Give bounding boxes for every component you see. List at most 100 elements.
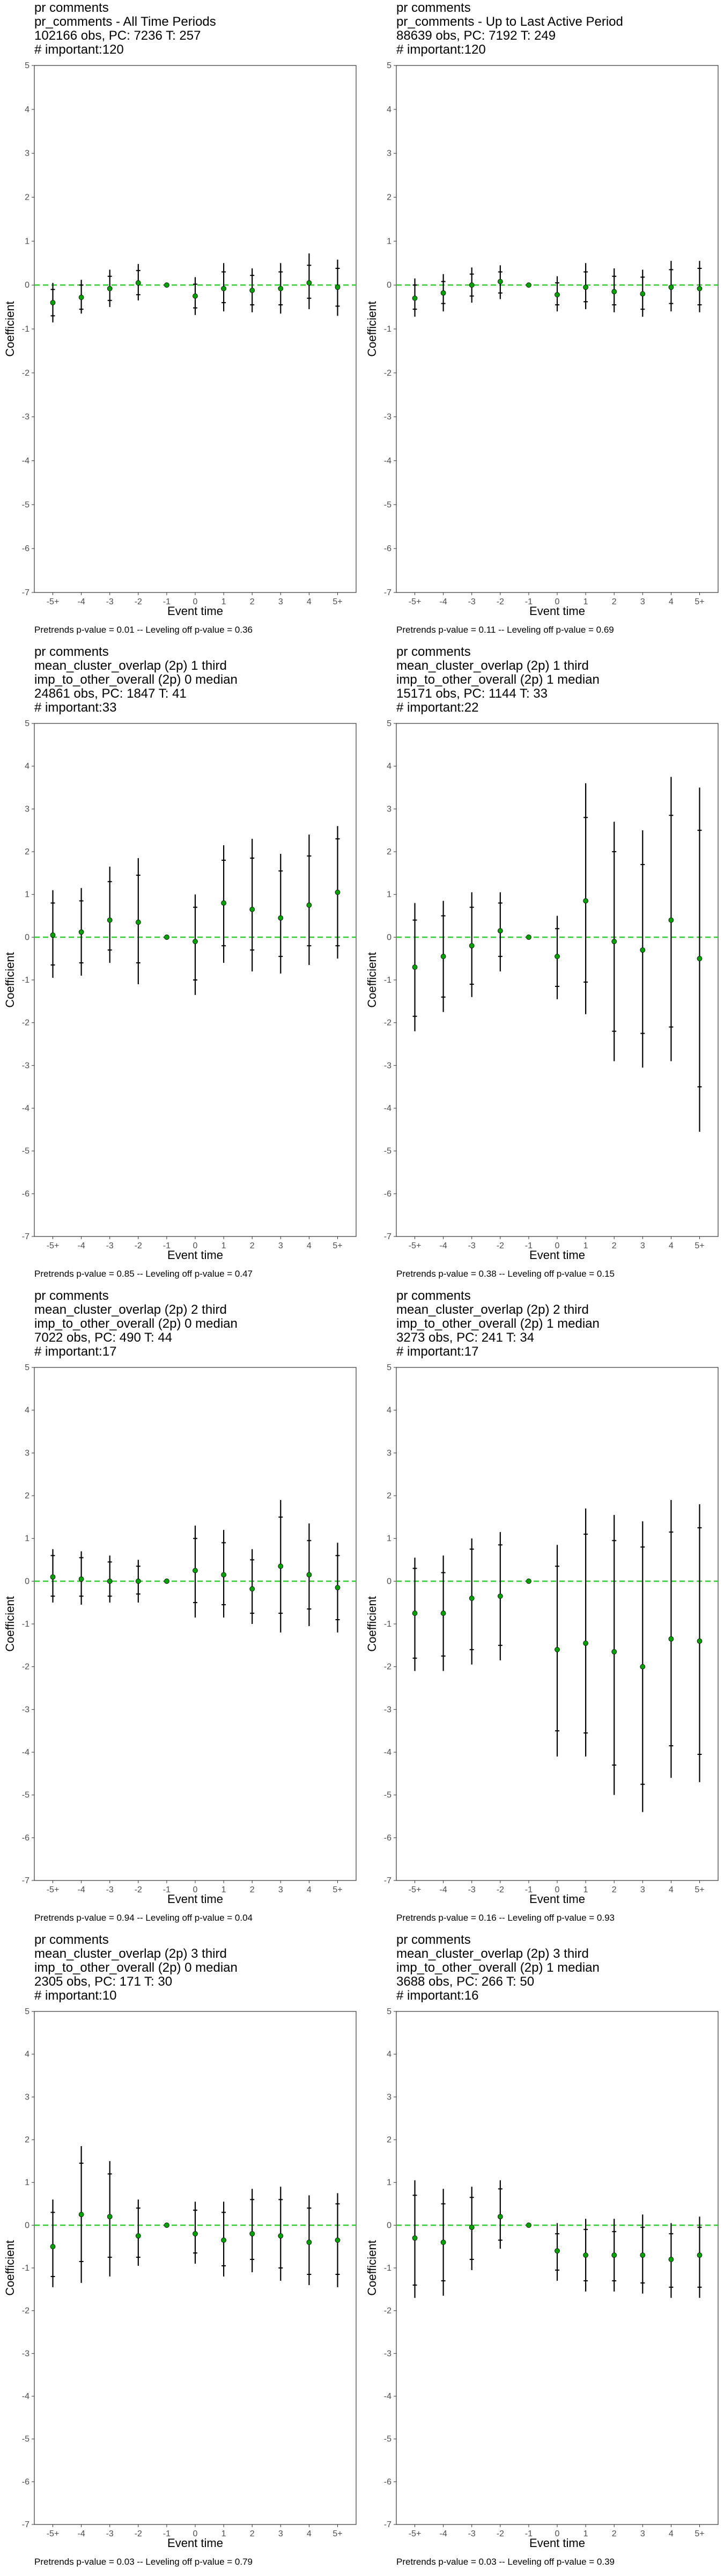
x-tick-label: 4 [669,1241,674,1250]
y-tick-label: 3 [25,804,29,814]
coefficient-group [440,901,446,1012]
y-axis-title: Coefficient [365,2240,379,2296]
y-tick-label: 0 [25,1577,29,1586]
y-tick-label: -6 [22,544,29,553]
coefficient-group [50,1549,56,1603]
y-tick-label: 5 [387,2007,391,2016]
y-tick-label: 4 [25,1406,29,1415]
chart-title-line: 7022 obs, PC: 490 T: 44 [34,1330,173,1345]
x-tick-label: 4 [307,1241,312,1250]
coefficient-point [555,1646,560,1652]
x-tick-label: -1 [525,1241,533,1250]
y-tick-label: 1 [387,2178,391,2187]
x-tick-label: -5+ [409,2529,422,2538]
plot-frame [396,65,719,593]
chart-title-line: pr comments [34,645,109,659]
coefficient-point [335,284,341,290]
coefficient-group [555,916,560,999]
x-axis-title: Event time [529,2536,585,2550]
coefficient-point [193,2231,198,2237]
y-axis-title: Coefficient [3,301,17,357]
x-tick-label: -5+ [409,597,422,606]
x-tick-label: 3 [640,2529,645,2538]
coefficient-group [668,1499,674,1778]
coefficient-group [583,1508,588,1757]
coefficient-point [583,1640,588,1646]
y-tick-label: 2 [25,2135,29,2145]
y-axis-title: Coefficient [365,952,379,1008]
chart-title-line: pr comments [34,1933,109,1947]
x-tick-label: 3 [278,1241,283,1250]
pvalue-caption: Pretrends p-value = 0.01 -- Leveling off… [34,625,253,635]
coefficient-group [469,892,475,997]
x-tick-label: 4 [669,1885,674,1894]
coefficient-group [697,1504,703,1782]
chart-title-line: pr_comments - Up to Last Active Period [396,14,623,29]
y-tick-label: -2 [22,2307,29,2316]
coefficient-group [50,283,56,323]
x-tick-label: 1 [583,1241,588,1250]
coefficient-point [135,1578,141,1584]
chart-title: pr comments mean_cluster_overlap (2p) 2 t… [396,1289,600,1359]
y-tick-label: 1 [387,237,391,246]
chart-title-line: # important:33 [34,700,117,715]
x-tick-label: 2 [250,1885,255,1894]
y-tick-label: -3 [384,1705,391,1714]
coefficient-group [164,1578,169,1584]
x-tick-label: 5+ [333,597,342,606]
coefficient-point [50,932,56,938]
coefficient-point [164,1578,169,1584]
y-tick-label: 5 [25,1363,29,1372]
coefficient-point [611,939,617,945]
x-tick-label: -1 [525,2529,533,2538]
x-axis-title: Event time [529,1892,585,1906]
x-tick-label: -2 [497,2529,504,2538]
x-tick-label: -4 [439,2529,447,2538]
event-study-plot: -7 -6 -5 -4 -3 -2 -1 0 1 2 3 4 5 -5+ -4 -3 -2 -1 0 1 2 3 4 5+ Ev… [365,2007,719,2550]
x-tick-label: -2 [135,2529,142,2538]
coefficient-point [611,289,617,295]
chart-title-line: imp_to_other_overall (2p) 1 median [396,672,600,687]
x-tick-label: -3 [106,2529,114,2538]
coefficient-group [50,2199,56,2287]
pvalue-caption: Pretrends p-value = 0.85 -- Leveling off… [34,1269,253,1279]
plot-frame [34,65,357,593]
x-tick-label: -5+ [47,1885,60,1894]
y-tick-label: -3 [384,1061,391,1070]
y-tick-label: -1 [384,976,391,985]
y-tick-label: -4 [384,457,391,466]
coefficient-point [249,1586,255,1592]
chart-title-line: imp_to_other_overall (2p) 1 median [396,1316,600,1331]
y-tick-label: 5 [387,61,391,70]
coefficient-point [497,279,503,284]
x-tick-label: -1 [163,1241,171,1250]
chart-panel: pr comments mean_cluster_overlap (2p) 2 t… [0,1288,362,1932]
y-tick-label: -4 [22,1748,29,1757]
y-tick-label: -5 [384,2435,391,2444]
x-tick-label: -5+ [47,1241,60,1250]
x-tick-label: 2 [250,597,255,606]
coefficient-point [640,1664,646,1670]
chart-panel: pr comments mean_cluster_overlap (2p) 1 t… [0,644,362,1288]
y-tick-label: 3 [387,804,391,814]
coefficient-group [107,1555,113,1603]
y-tick-label: 4 [25,762,29,771]
x-tick-label: 5+ [695,2529,704,2538]
coefficient-point [526,2222,531,2228]
event-study-plot: -7 -6 -5 -4 -3 -2 -1 0 1 2 3 4 5 -5+ -4 -3 -2 -1 0 1 2 3 4 5+ Ev… [365,1363,719,1906]
x-axis-title: Event time [167,1248,223,1262]
coefficient-group [50,890,56,978]
y-tick-label: -7 [22,1232,29,1241]
y-tick-label: -4 [22,2392,29,2401]
y-tick-label: 0 [25,933,29,942]
x-axis-title: Event time [529,604,585,618]
coefficient-point [697,956,703,962]
x-tick-label: 3 [278,1885,283,1894]
y-tick-label: -6 [22,1833,29,1842]
coefficient-point [135,2233,141,2239]
coefficient-point [668,1636,674,1642]
coefficient-group [135,858,141,984]
coefficient-group [497,2180,503,2249]
chart-title-line: pr comments [34,1,109,15]
coefficient-group [611,1514,617,1795]
